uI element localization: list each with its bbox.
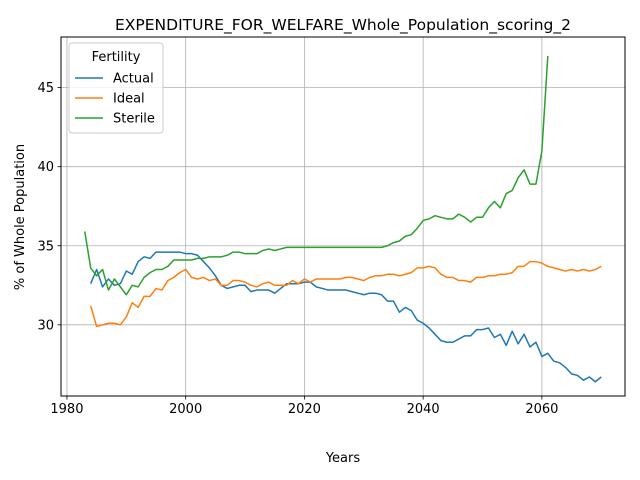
legend-box xyxy=(68,42,164,134)
legend-label-ideal: Ideal xyxy=(113,92,145,107)
x-axis: 1980 2000 2020 2040 2060 xyxy=(50,396,558,417)
x-tick-label: 1980 xyxy=(50,402,83,417)
x-tick-label: 2060 xyxy=(525,402,558,417)
series-layer xyxy=(84,55,602,383)
series-line-actual xyxy=(89,251,602,383)
x-tick-label: 2040 xyxy=(407,402,440,417)
series-line-sterile xyxy=(84,55,549,296)
legend-title: Fertility xyxy=(92,50,141,65)
y-axis: 30 35 40 45 xyxy=(37,81,61,333)
x-tick-label: 2020 xyxy=(288,402,321,417)
series-line-ideal xyxy=(89,260,602,328)
y-axis-label: % of Whole Population xyxy=(13,144,28,290)
y-tick-label: 30 xyxy=(37,318,54,333)
chart-title: EXPENDITURE_FOR_WELFARE_Whole_Population… xyxy=(115,16,571,35)
plot-frame xyxy=(60,36,626,397)
legend: Fertility Actual Ideal Sterile xyxy=(68,42,164,134)
legend-label-actual: Actual xyxy=(113,72,154,87)
x-axis-label: Years xyxy=(325,451,361,466)
x-tick-label: 2000 xyxy=(169,402,202,417)
legend-label-sterile: Sterile xyxy=(113,112,155,127)
y-tick-label: 35 xyxy=(37,239,54,254)
y-tick-label: 40 xyxy=(37,160,54,175)
y-tick-label: 45 xyxy=(37,81,54,96)
